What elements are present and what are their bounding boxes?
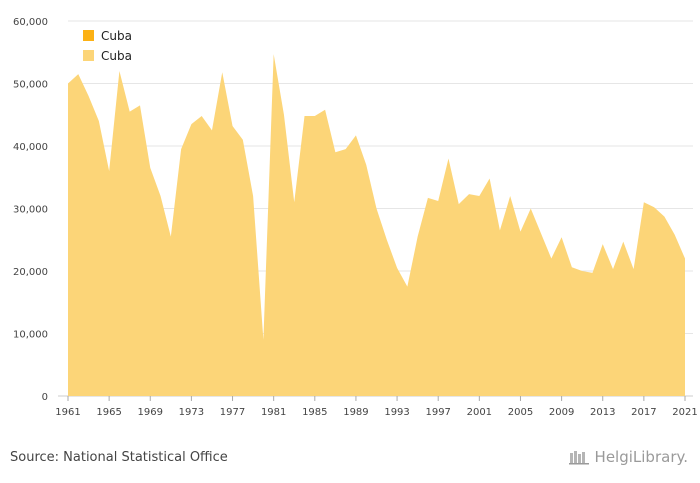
source-note: Source: National Statistical Office	[10, 450, 228, 465]
y-tick-label: 30,000	[13, 205, 48, 216]
x-tick-label: 1973	[179, 407, 204, 418]
x-tick-label: 2005	[508, 407, 533, 418]
series-area-layer	[68, 54, 685, 396]
x-tick-label: 2013	[590, 407, 615, 418]
legend-swatch	[83, 30, 94, 41]
y-tick-label: 60,000	[13, 17, 48, 28]
x-tick-label: 2009	[549, 407, 574, 418]
x-axis: 1961 1965 1969 1973 1977 1981 1985 1989 1993 1997…	[55, 396, 698, 418]
x-tick-label: 2001	[467, 407, 492, 418]
y-tick-label: 0	[42, 392, 48, 403]
bookshelf-icon	[568, 451, 589, 465]
x-tick-label: 1989	[343, 407, 368, 418]
x-tick-label: 1977	[220, 407, 245, 418]
logo-text: HelgiLibrary.	[594, 448, 688, 466]
area-chart: 0 10,000 20,000 30,000 40,000 50,000 60,000 19…	[13, 17, 698, 418]
y-tick-label: 40,000	[13, 142, 48, 153]
legend-label: Cuba	[101, 49, 132, 63]
x-tick-label: 1969	[138, 407, 163, 418]
y-tick-label: 50,000	[13, 80, 48, 91]
y-tick-label: 10,000	[13, 330, 48, 341]
x-tick-label: 2017	[631, 407, 656, 418]
legend: Cuba Cuba	[83, 29, 132, 63]
legend-label: Cuba	[101, 29, 132, 43]
x-tick-label: 2021	[672, 407, 697, 418]
x-tick-label: 1985	[302, 407, 327, 418]
x-tick-label: 1997	[425, 407, 450, 418]
legend-swatch	[83, 50, 94, 61]
helgi-library-logo: HelgiLibrary.	[568, 448, 688, 466]
y-axis: 0 10,000 20,000 30,000 40,000 50,000 60,000	[13, 17, 48, 403]
x-tick-label: 1965	[96, 407, 121, 418]
x-tick-label: 1993	[384, 407, 409, 418]
series-area-cuba	[68, 54, 685, 396]
y-tick-label: 20,000	[13, 267, 48, 278]
x-tick-label: 1981	[261, 407, 286, 418]
x-tick-label: 1961	[55, 407, 80, 418]
